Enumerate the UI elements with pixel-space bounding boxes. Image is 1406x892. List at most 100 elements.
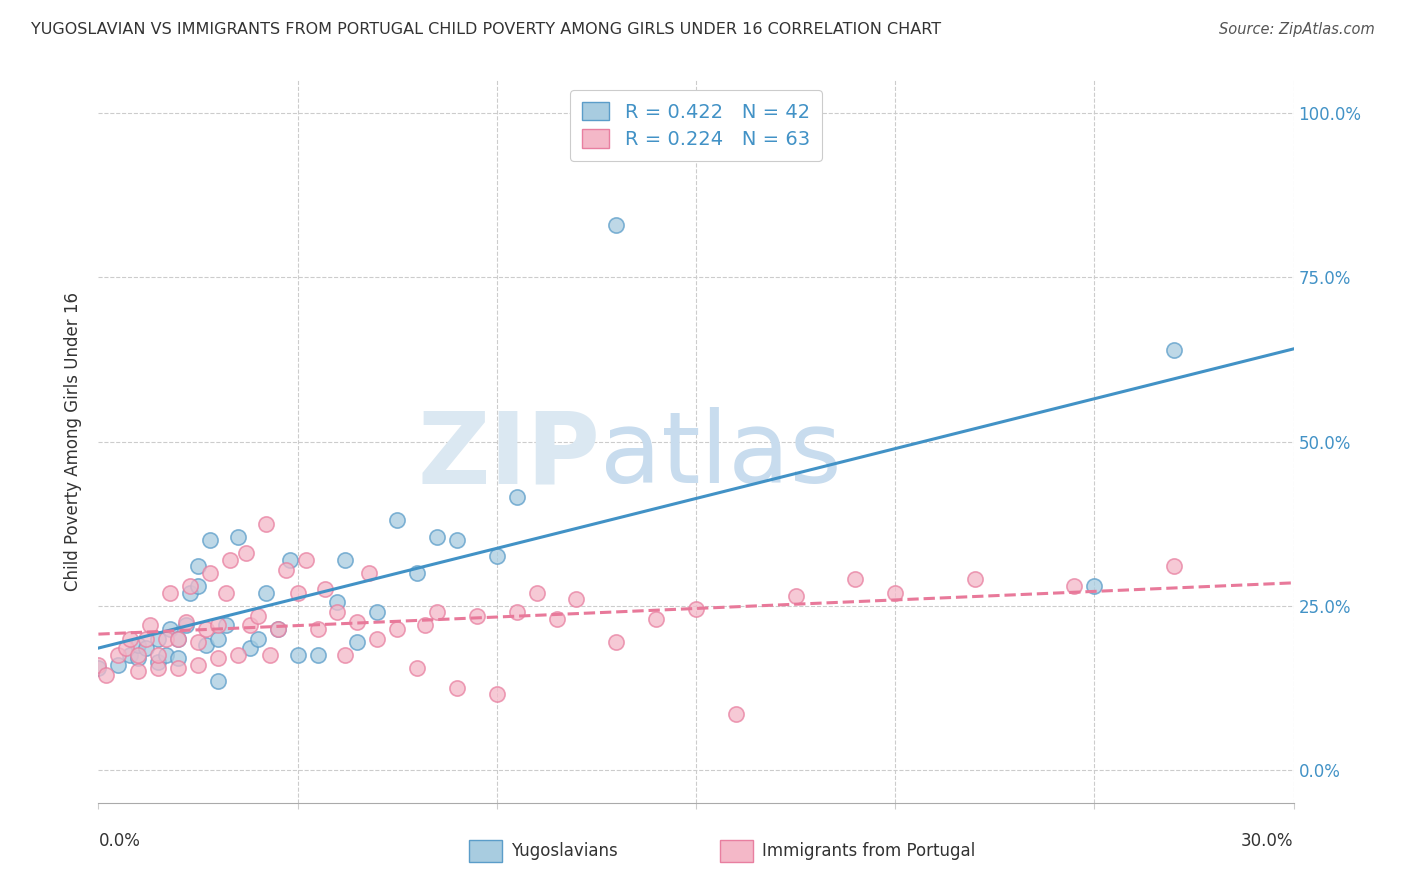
Point	[1083, 579, 1105, 593]
Text: atlas: atlas	[600, 408, 842, 505]
Point	[96, 667, 118, 681]
Point	[127, 638, 149, 652]
Point	[127, 651, 149, 665]
Point	[1163, 343, 1185, 357]
Point	[198, 566, 221, 580]
Point	[148, 648, 170, 662]
Point	[406, 661, 429, 675]
Point	[179, 585, 201, 599]
Point	[485, 549, 508, 564]
FancyBboxPatch shape	[470, 840, 502, 862]
Point	[645, 612, 668, 626]
Point	[605, 635, 627, 649]
Point	[366, 632, 388, 646]
Point	[254, 585, 277, 599]
Point	[148, 655, 170, 669]
Point	[366, 605, 388, 619]
Point	[963, 573, 986, 587]
Point	[215, 618, 238, 632]
Point	[159, 585, 181, 599]
Point	[115, 641, 138, 656]
Point	[167, 632, 190, 646]
Point	[87, 661, 110, 675]
Point	[326, 605, 349, 619]
Point	[239, 641, 262, 656]
Point	[174, 615, 197, 630]
Point	[187, 559, 209, 574]
Point	[195, 622, 218, 636]
Point	[346, 635, 368, 649]
Point	[685, 602, 707, 616]
Point	[226, 530, 249, 544]
Point	[139, 618, 162, 632]
Text: 30.0%: 30.0%	[1241, 831, 1294, 850]
Point	[385, 513, 409, 527]
Point	[207, 618, 229, 632]
Text: Source: ZipAtlas.com: Source: ZipAtlas.com	[1219, 22, 1375, 37]
Point	[287, 648, 309, 662]
Point	[359, 566, 381, 580]
Point	[155, 632, 177, 646]
Point	[1163, 559, 1185, 574]
Point	[135, 632, 157, 646]
Point	[239, 618, 262, 632]
Point	[135, 641, 157, 656]
Y-axis label: Child Poverty Among Girls Under 16: Child Poverty Among Girls Under 16	[65, 292, 83, 591]
Point	[385, 622, 409, 636]
Point	[294, 553, 316, 567]
Point	[148, 632, 170, 646]
Point	[413, 618, 436, 632]
FancyBboxPatch shape	[720, 840, 754, 862]
Point	[246, 608, 269, 623]
Point	[187, 635, 209, 649]
Point	[287, 585, 309, 599]
Text: 0.0%: 0.0%	[98, 831, 141, 850]
Point	[605, 218, 627, 232]
Point	[207, 632, 229, 646]
Point	[120, 648, 142, 662]
Point	[207, 651, 229, 665]
Point	[259, 648, 281, 662]
Point	[148, 661, 170, 675]
Point	[506, 491, 529, 505]
Point	[565, 592, 588, 607]
Point	[274, 563, 297, 577]
Point	[174, 618, 197, 632]
Point	[335, 553, 357, 567]
Point	[159, 622, 181, 636]
Point	[107, 657, 129, 672]
Point	[127, 665, 149, 679]
Point	[215, 585, 238, 599]
Point	[87, 657, 110, 672]
Point	[485, 687, 508, 701]
Point	[198, 533, 221, 547]
Point	[120, 632, 142, 646]
Point	[326, 595, 349, 609]
Point	[506, 605, 529, 619]
Text: Yugoslavians: Yugoslavians	[510, 842, 617, 860]
Point	[526, 585, 548, 599]
Point	[426, 605, 449, 619]
Text: Immigrants from Portugal: Immigrants from Portugal	[762, 842, 974, 860]
Point	[167, 651, 190, 665]
Point	[307, 622, 329, 636]
Text: YUGOSLAVIAN VS IMMIGRANTS FROM PORTUGAL CHILD POVERTY AMONG GIRLS UNDER 16 CORRE: YUGOSLAVIAN VS IMMIGRANTS FROM PORTUGAL …	[31, 22, 941, 37]
Point	[315, 582, 337, 597]
Point	[465, 608, 488, 623]
Legend: R = 0.422   N = 42, R = 0.224   N = 63: R = 0.422 N = 42, R = 0.224 N = 63	[571, 90, 821, 161]
Point	[246, 632, 269, 646]
Point	[167, 661, 190, 675]
Point	[335, 648, 357, 662]
Point	[278, 553, 301, 567]
Point	[155, 648, 177, 662]
Point	[187, 657, 209, 672]
Text: ZIP: ZIP	[418, 408, 600, 505]
Point	[267, 622, 290, 636]
Point	[254, 516, 277, 531]
Point	[785, 589, 807, 603]
Point	[546, 612, 568, 626]
Point	[167, 632, 190, 646]
Point	[1063, 579, 1085, 593]
Point	[307, 648, 329, 662]
Point	[107, 648, 129, 662]
